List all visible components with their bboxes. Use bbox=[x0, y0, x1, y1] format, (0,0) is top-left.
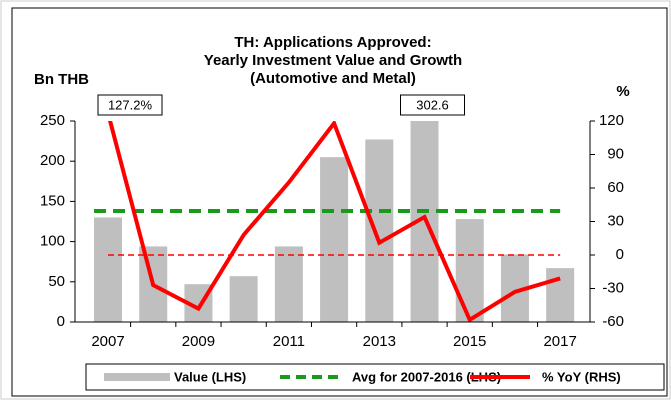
y-tick-label: 100 bbox=[40, 233, 65, 250]
y2-tick-label: 60 bbox=[607, 179, 624, 196]
y2-tick-label: -30 bbox=[602, 279, 624, 296]
chart-subtitle: Yearly Investment Value and Growth bbox=[204, 52, 462, 69]
bar bbox=[229, 276, 258, 322]
y2-tick-label: -60 bbox=[602, 313, 624, 330]
legend-box bbox=[85, 363, 665, 391]
y2-tick-label: 0 bbox=[616, 246, 624, 263]
y-tick-label: 0 bbox=[57, 313, 65, 330]
bar bbox=[94, 217, 123, 322]
y-tick-label: 50 bbox=[48, 273, 65, 290]
legend-label: % YoY (RHS) bbox=[542, 369, 621, 384]
data-label-box bbox=[400, 94, 466, 116]
legend-swatch bbox=[104, 373, 170, 381]
data-label: 302.6 bbox=[416, 97, 449, 112]
data-label: 127.2% bbox=[108, 97, 153, 112]
y-tick-label: 200 bbox=[40, 152, 65, 169]
chart-title: TH: Applications Approved: bbox=[234, 34, 431, 51]
bar bbox=[546, 268, 575, 322]
y2-axis-label: % bbox=[616, 83, 629, 100]
y-tick-label: 150 bbox=[40, 192, 65, 209]
line bbox=[108, 121, 561, 322]
legend-label: Value (LHS) bbox=[174, 369, 246, 384]
bar bbox=[365, 139, 394, 322]
y2-tick-label: 120 bbox=[599, 112, 624, 129]
bar bbox=[274, 246, 303, 322]
y-tick-label: 250 bbox=[40, 112, 65, 129]
x-tick-label: 2007 bbox=[91, 333, 124, 350]
y2-tick-label: 90 bbox=[607, 145, 624, 162]
x-tick-label: 2017 bbox=[543, 333, 576, 350]
bar bbox=[455, 219, 484, 322]
y-axis-label: Bn THB bbox=[34, 71, 89, 88]
x-tick-label: 2009 bbox=[182, 333, 215, 350]
bar bbox=[320, 157, 349, 322]
x-tick-label: 2013 bbox=[363, 333, 396, 350]
plot-area bbox=[94, 121, 575, 322]
x-tick-label: 2011 bbox=[273, 333, 305, 350]
x-tick-label: 2015 bbox=[453, 333, 486, 350]
y2-tick-label: 30 bbox=[607, 212, 624, 229]
chart-subtitle: (Automotive and Metal) bbox=[250, 70, 416, 87]
data-label-box bbox=[97, 94, 163, 116]
legend-label: Avg for 2007-2016 (LHS) bbox=[352, 369, 501, 384]
